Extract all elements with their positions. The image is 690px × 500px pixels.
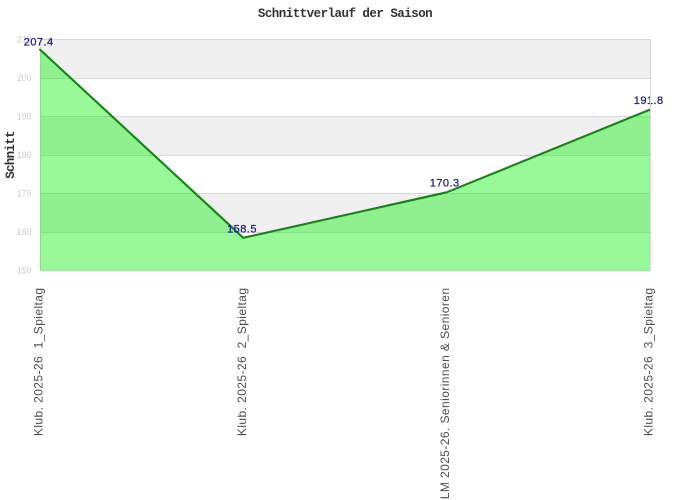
svg-text:Schnittverlauf der Saison: Schnittverlauf der Saison bbox=[258, 7, 432, 21]
svg-text:Schnitt: Schnitt bbox=[4, 131, 18, 179]
svg-text:LM 2025-26. Seniorinnen & Seni: LM 2025-26. Seniorinnen & Senioren bbox=[438, 288, 452, 500]
svg-text:170.3: 170.3 bbox=[430, 178, 460, 190]
svg-text:190: 190 bbox=[17, 112, 32, 122]
svg-text:170: 170 bbox=[17, 189, 32, 199]
svg-text:Klub. 2025-26 2_Spieltag: Klub. 2025-26 2_Spieltag bbox=[235, 288, 249, 437]
svg-text:160: 160 bbox=[17, 227, 32, 237]
svg-text:158.5: 158.5 bbox=[227, 223, 257, 235]
svg-text:Klub. 2025-26 3_Spieltag: Klub. 2025-26 3_Spieltag bbox=[642, 288, 656, 437]
svg-text:210: 210 bbox=[17, 35, 32, 45]
svg-text:150: 150 bbox=[17, 266, 32, 276]
svg-text:200: 200 bbox=[17, 73, 32, 83]
svg-text:207.4: 207.4 bbox=[24, 36, 54, 48]
svg-text:Klub. 2025-26 1_Spieltag: Klub. 2025-26 1_Spieltag bbox=[32, 288, 46, 437]
svg-text:180: 180 bbox=[17, 150, 32, 160]
svg-text:191.8: 191.8 bbox=[634, 95, 664, 107]
